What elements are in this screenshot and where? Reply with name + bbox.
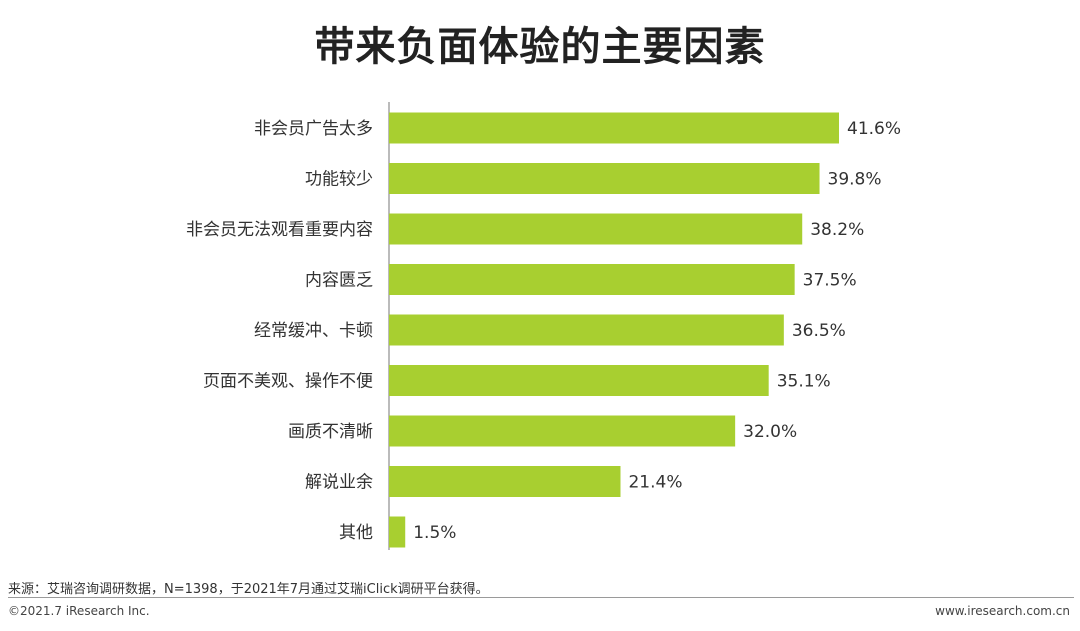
value-label: 38.2% bbox=[810, 220, 864, 240]
footer-divider bbox=[8, 597, 1074, 598]
bar-1 bbox=[389, 163, 820, 194]
chart-title: 带来负面体验的主要因素 bbox=[314, 24, 766, 70]
value-label: 41.6% bbox=[847, 119, 901, 139]
category-label: 非会员广告太多 bbox=[254, 119, 373, 139]
value-label: 21.4% bbox=[628, 473, 682, 493]
source-note: 来源：艾瑞咨询调研数据，N=1398，于2021年7月通过艾瑞iClick调研平… bbox=[8, 582, 489, 597]
category-label: 画质不清晰 bbox=[288, 422, 373, 442]
category-label: 功能较少 bbox=[305, 170, 373, 190]
bar-0 bbox=[389, 112, 839, 144]
value-label: 36.5% bbox=[792, 321, 846, 341]
category-label: 页面不美观、操作不便 bbox=[203, 372, 373, 392]
value-label: 32.0% bbox=[743, 422, 797, 442]
category-label: 经常缓冲、卡顿 bbox=[254, 321, 373, 341]
website-link[interactable]: www.iresearch.com.cn bbox=[935, 604, 1070, 618]
bars-group: 非会员广告太多 41.6% 功能较少 39.8% 非会员无法观看重要内容 38.2% 内容匮… bbox=[186, 112, 901, 548]
bar-4 bbox=[389, 314, 784, 346]
category-label: 非会员无法观看重要内容 bbox=[186, 220, 373, 240]
category-label: 内容匮乏 bbox=[305, 271, 373, 291]
bar-3 bbox=[389, 264, 795, 295]
value-label: 35.1% bbox=[777, 372, 831, 392]
value-label: 1.5% bbox=[413, 523, 456, 543]
bar-8 bbox=[389, 516, 406, 548]
value-label: 37.5% bbox=[803, 271, 857, 291]
category-label: 其他 bbox=[339, 523, 373, 543]
bar-2 bbox=[389, 213, 803, 245]
bar-5 bbox=[389, 365, 769, 396]
value-label: 39.8% bbox=[828, 170, 882, 190]
copyright-text: ©2021.7 iResearch Inc. bbox=[8, 604, 150, 618]
category-label: 解说业余 bbox=[305, 473, 373, 493]
bar-6 bbox=[389, 415, 736, 447]
bar-7 bbox=[389, 466, 621, 497]
